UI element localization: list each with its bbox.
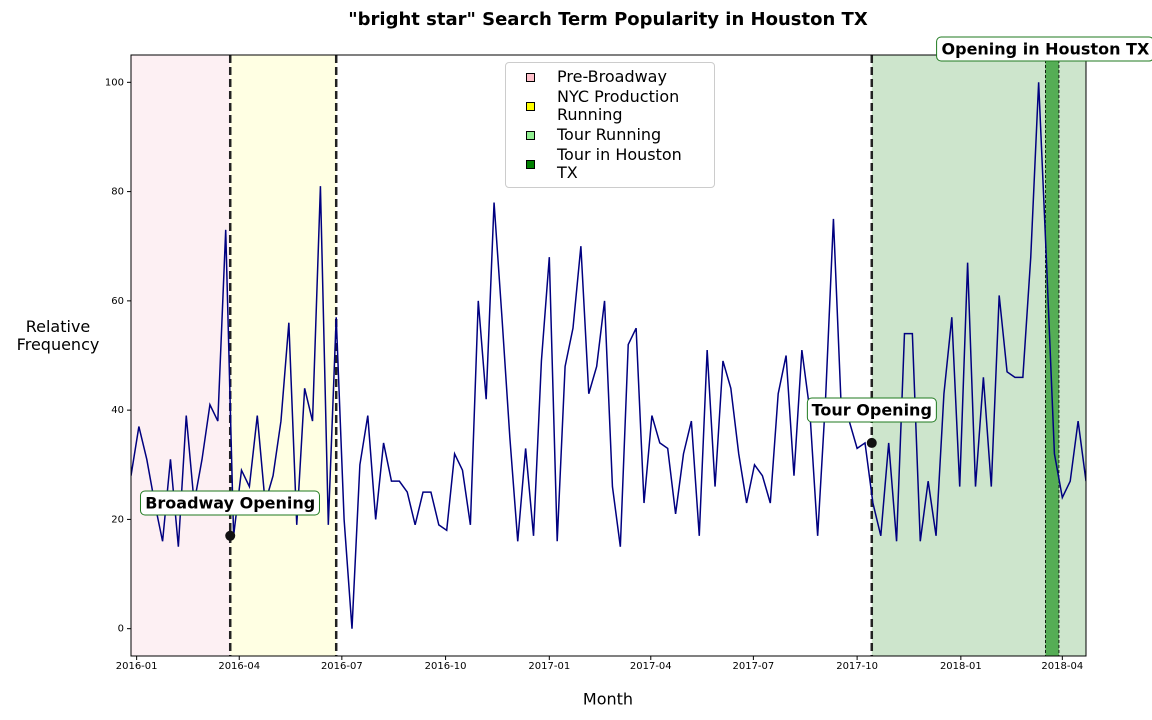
x-axis-label: Month (583, 690, 633, 709)
event-point (866, 437, 877, 448)
x-tick-label: 2017-01 (528, 661, 570, 672)
legend-item: Pre-Broadway (514, 68, 706, 86)
y-tick-label: 80 (111, 187, 124, 198)
event-point (225, 530, 236, 541)
region (131, 55, 231, 656)
event-label: Broadway Opening (140, 490, 321, 516)
y-tick-label: 100 (105, 77, 124, 88)
x-tick-label: 2016-04 (218, 661, 260, 672)
legend-swatch (526, 159, 535, 169)
legend-swatch (526, 130, 535, 140)
annotation: Opening in Houston TX (936, 36, 1152, 62)
x-tick-label: 2017-10 (836, 661, 878, 672)
legend-label: Tour in Houston TX (557, 145, 682, 182)
x-tick-label: 2017-07 (732, 661, 774, 672)
y-tick-label: 60 (111, 296, 124, 307)
y-tick-label: 40 (111, 405, 124, 416)
x-tick-label: 2018-01 (940, 661, 982, 672)
y-tick-label: 20 (111, 514, 124, 525)
legend-item: NYC Production Running (514, 88, 706, 124)
chart-title: "bright star" Search Term Popularity in … (348, 9, 868, 30)
x-tick-label: 2017-04 (630, 661, 672, 672)
legend-item: Tour Running (514, 126, 706, 144)
region (1045, 55, 1059, 656)
x-tick-label: 2016-10 (425, 661, 467, 672)
legend-label: Tour Running (557, 125, 662, 144)
legend-swatch (526, 101, 535, 111)
x-tick-label: 2016-01 (116, 661, 158, 672)
frame (130, 54, 1087, 657)
legend-label: Pre-Broadway (557, 67, 667, 86)
legend-swatch (526, 72, 535, 82)
x-tick-label: 2018-04 (1041, 661, 1083, 672)
legend-label: NYC Production Running (557, 87, 680, 124)
y-axis-label: Relative Frequency (16, 317, 100, 354)
y-tick-label: 0 (118, 624, 124, 635)
legend-item: Tour in Houston TX (514, 146, 706, 182)
region (230, 55, 337, 656)
plot-area (131, 55, 1086, 656)
x-tick-label: 2016-07 (321, 661, 363, 672)
event-label: Tour Opening (806, 397, 937, 423)
line (131, 82, 1086, 629)
legend: Pre-Broadway NYC Production Running Tour R… (505, 62, 715, 188)
